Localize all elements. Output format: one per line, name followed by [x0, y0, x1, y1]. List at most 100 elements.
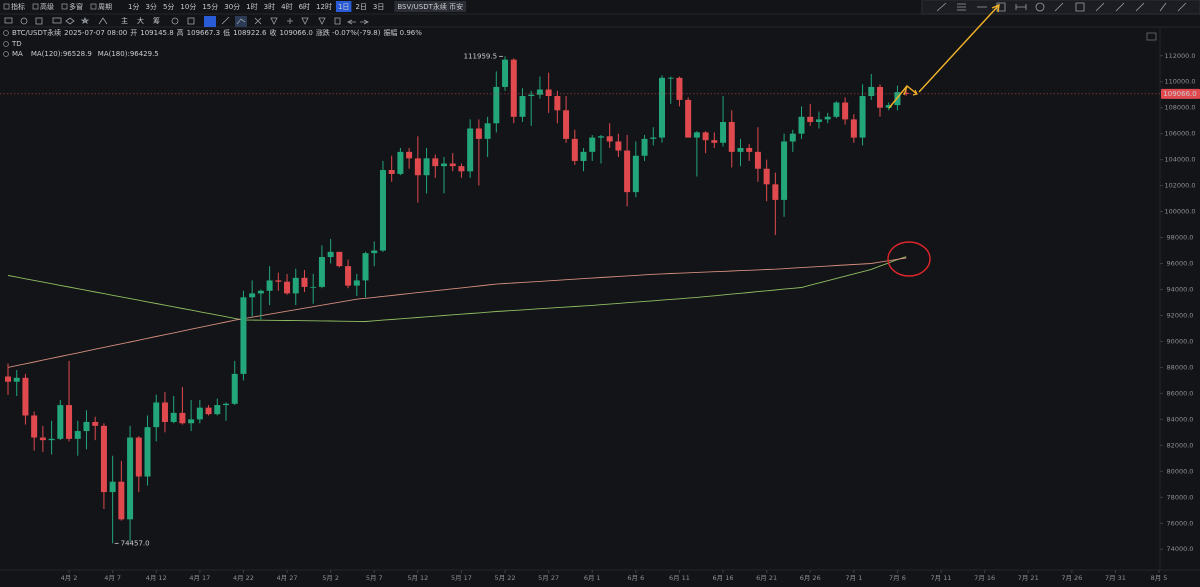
- tool-icon[interactable]: [187, 17, 195, 25]
- symbol-button-label[interactable]: BSV/USDT永续 币安: [397, 2, 463, 11]
- toolbar-item[interactable]: 4时: [281, 2, 292, 11]
- header-text: 108922.6: [233, 29, 267, 37]
- toolbar-item[interactable]: 12时: [316, 2, 332, 11]
- candle-body: [720, 121, 727, 143]
- tool-icon[interactable]: [360, 19, 369, 25]
- candle-body: [336, 251, 343, 267]
- toolbar-item[interactable]: 15分: [202, 2, 218, 11]
- last-price-tag: [1161, 88, 1200, 99]
- candle-body: [545, 89, 552, 97]
- x-tick-label: 4月 27: [277, 574, 298, 582]
- y-tick-label: 82000.0: [1167, 441, 1194, 449]
- y-tick-label: 110000.0: [1164, 78, 1195, 86]
- y-tick-label: 100000.0: [1164, 208, 1195, 216]
- y-tick-label: 84000.0: [1167, 415, 1194, 423]
- candle-body: [615, 141, 622, 151]
- tool-icon[interactable]: [52, 17, 62, 24]
- y-tick-label: 112000.0: [1164, 52, 1195, 60]
- candle-body: [74, 431, 81, 439]
- candle-body: [502, 59, 509, 87]
- tool-icon[interactable]: [270, 17, 278, 25]
- toolbar-item[interactable]: 指标: [11, 2, 25, 11]
- plot-area: BTC/USDT永续 2025-07-07 08:00 开 109145.8 高 1096…: [0, 28, 1200, 582]
- tool-icon[interactable]: [98, 17, 108, 25]
- toolbar-icon: [32, 3, 39, 10]
- tool-icon[interactable]: [334, 17, 341, 25]
- toolbar-item[interactable]: 1日: [338, 3, 349, 11]
- tool-icon[interactable]: [4, 17, 13, 24]
- tool-icon[interactable]: [254, 17, 262, 25]
- drawing-tool-icon[interactable]: [1035, 2, 1045, 12]
- toolbar-icon: [3, 3, 10, 10]
- x-tick-label: 7月 21: [1018, 574, 1039, 582]
- toolbar-item[interactable]: 1时: [246, 2, 257, 11]
- x-tick-label: 6月 21: [756, 574, 777, 582]
- candle-body: [327, 251, 334, 258]
- x-tick-label: 7月 26: [1061, 574, 1082, 582]
- toolbar-item[interactable]: 1分: [128, 2, 139, 11]
- tool-icon[interactable]: [221, 16, 230, 25]
- tool-icon[interactable]: [171, 17, 179, 25]
- symbol-button[interactable]: [394, 1, 467, 12]
- legend-name: MA(180):: [98, 50, 130, 58]
- highlight-circle: [887, 241, 931, 277]
- toolbar-item[interactable]: 30分: [224, 2, 240, 11]
- trend-arrow: [918, 4, 1000, 93]
- candle-body: [249, 293, 256, 298]
- candle-body: [484, 123, 491, 139]
- toolbar-item[interactable]: 周期: [98, 3, 112, 11]
- tool-icon[interactable]: [301, 17, 309, 25]
- toolbar-item-active[interactable]: [335, 1, 352, 12]
- indicator-icon: [3, 51, 9, 57]
- tool-icon[interactable]: [20, 17, 28, 25]
- x-tick-label: 5月 17: [451, 574, 472, 582]
- header-text: 低: [223, 28, 230, 37]
- tool-icon-active[interactable]: [204, 16, 216, 27]
- toolbar-item[interactable]: 高级: [40, 2, 54, 11]
- toolbar-item[interactable]: 6时: [299, 2, 310, 11]
- tool-icon[interactable]: [318, 17, 326, 25]
- candle-body: [31, 415, 38, 438]
- tool-icon[interactable]: [35, 17, 43, 25]
- candle-body: [624, 150, 631, 193]
- toolbar-item[interactable]: 3日: [373, 3, 384, 11]
- toolbar-tool[interactable]: 大: [137, 16, 144, 25]
- candle-body: [66, 405, 73, 439]
- candle-body: [850, 119, 857, 138]
- toolbar-tool[interactable]: 筹: [153, 16, 160, 25]
- header-text: 109145.8: [140, 29, 173, 37]
- x-tick-label: 5月 2: [322, 574, 339, 582]
- legend-value: 96429.5: [130, 50, 159, 58]
- candle-body: [13, 377, 20, 382]
- candle-body: [135, 437, 142, 477]
- toolbar-item[interactable]: 10分: [180, 2, 196, 11]
- toolbar-item[interactable]: 5分: [163, 2, 174, 11]
- tool-icon[interactable]: [287, 18, 293, 24]
- tool-icon[interactable]: [236, 18, 246, 25]
- toolbar-item[interactable]: 3分: [145, 2, 156, 11]
- candle-body: [231, 373, 238, 404]
- tool-icon[interactable]: [347, 19, 356, 25]
- candle-body: [205, 407, 212, 415]
- candle-body: [659, 77, 665, 138]
- toolbar-item[interactable]: 多窗: [69, 2, 83, 11]
- candle-body: [772, 184, 779, 200]
- legend-name: MA(120):: [31, 50, 63, 58]
- tool-icon[interactable]: [80, 16, 90, 24]
- settings-icon[interactable]: [1146, 32, 1157, 41]
- candle-body: [161, 402, 168, 422]
- x-tick-label: 6月 26: [800, 574, 821, 582]
- toolbar-tool[interactable]: 主: [121, 16, 128, 25]
- candle-body: [580, 151, 587, 161]
- tool-icon-active[interactable]: [235, 16, 247, 27]
- toolbar-item[interactable]: 2日: [355, 3, 366, 11]
- candle-body: [737, 147, 744, 152]
- candle-body: [240, 297, 247, 374]
- drawing-tool-icons[interactable]: [936, 2, 1187, 12]
- tool-icon[interactable]: [65, 17, 75, 25]
- toolbar-item[interactable]: 3时: [264, 2, 275, 11]
- zigzag-arrowhead: [901, 85, 918, 96]
- header-text: 高: [177, 28, 184, 37]
- candle-body: [118, 481, 125, 520]
